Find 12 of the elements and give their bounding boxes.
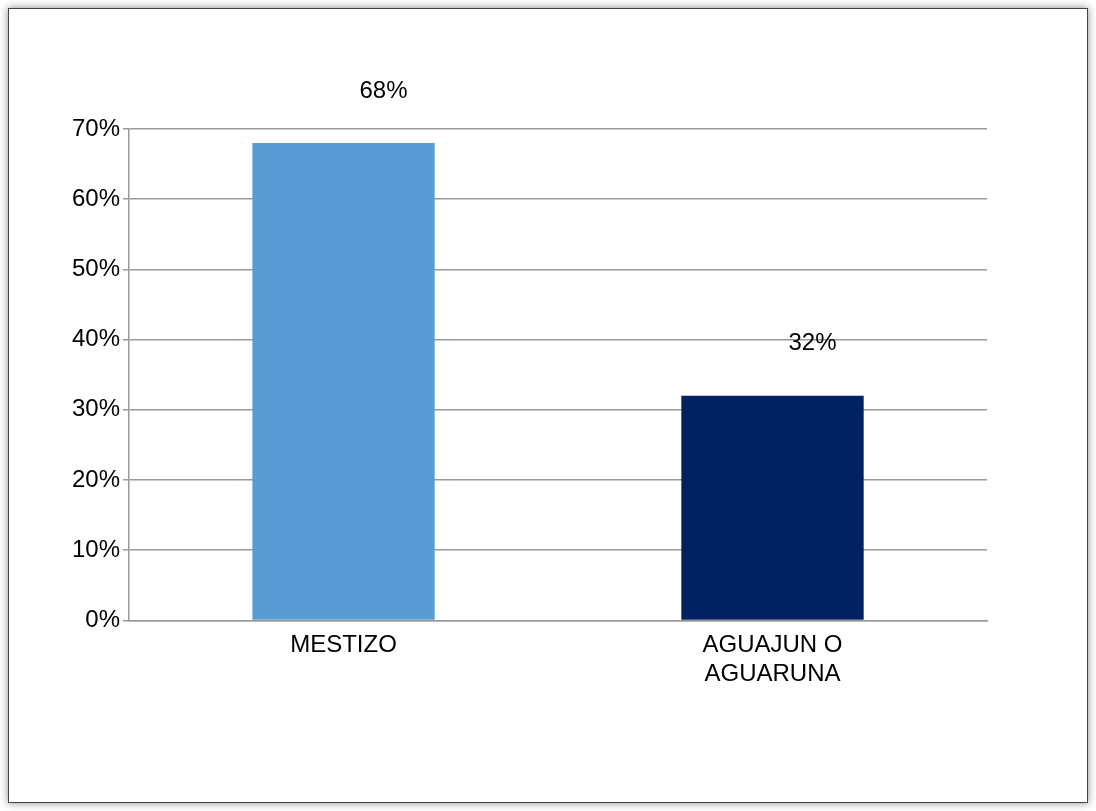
x-tick-label: AGUAJUN O AGUARUNA <box>702 630 843 687</box>
y-tick-label: 70% <box>71 113 121 141</box>
y-tick-label: 20% <box>71 464 121 492</box>
y-tick-label: 30% <box>71 394 121 422</box>
data-label: 68% <box>359 75 408 103</box>
y-tick-label: 10% <box>71 534 121 562</box>
y-tick-label: 0% <box>85 605 121 633</box>
x-tick-label: MESTIZO <box>290 630 397 658</box>
y-tick-label: 50% <box>71 254 121 282</box>
data-label: 32% <box>788 328 837 356</box>
y-tick-label: 40% <box>71 324 121 352</box>
y-tick-label: 60% <box>71 183 121 211</box>
